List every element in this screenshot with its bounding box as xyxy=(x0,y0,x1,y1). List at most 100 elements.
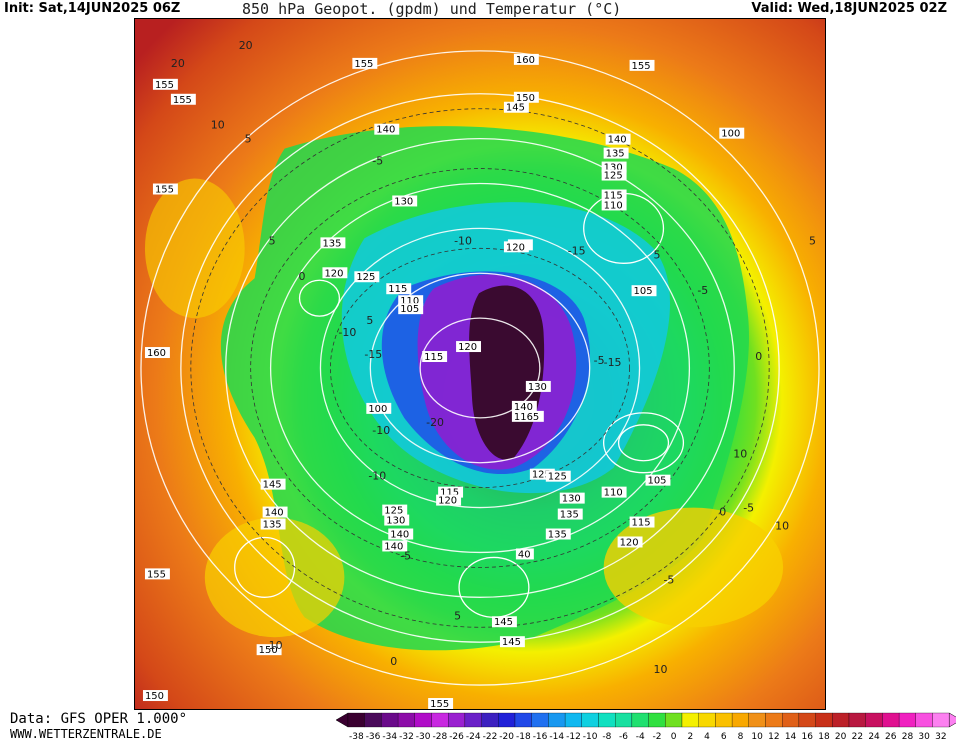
colorbar-swatch xyxy=(414,712,432,728)
colorbar-tick-label: -10 xyxy=(583,732,598,740)
colorbar-swatch xyxy=(631,712,649,728)
colorbar-tick-label: 32 xyxy=(935,732,946,740)
isotherm-label: 5 xyxy=(809,234,816,247)
geopotential-label: 125 xyxy=(382,504,408,517)
warm-patch-sw xyxy=(204,517,345,638)
colorbar-swatch xyxy=(615,712,633,728)
colorbar-tick-label: -16 xyxy=(533,732,548,740)
geopotential-label: 135 xyxy=(545,528,571,540)
svg-text:1165: 1165 xyxy=(514,412,539,423)
colorbar-tick-label: -36 xyxy=(366,732,381,740)
svg-text:130: 130 xyxy=(604,163,623,174)
colorbar-tick-label: 24 xyxy=(868,732,880,740)
svg-text:150: 150 xyxy=(516,93,535,104)
geopotential-label: 145 xyxy=(260,478,286,491)
isotherm-label: -15 xyxy=(604,356,622,369)
colorbar-left-arrow xyxy=(336,712,349,728)
svg-text:135: 135 xyxy=(263,520,282,531)
svg-text:115: 115 xyxy=(388,284,407,295)
geopotential-label: 110 xyxy=(601,199,627,211)
isotherm-label: -10 xyxy=(368,470,386,483)
colorbar-swatch xyxy=(915,712,933,728)
colorbar-tick-label: 22 xyxy=(852,732,863,740)
geopotential-label: 135 xyxy=(320,237,346,249)
isotherm-label: -15 xyxy=(568,244,586,257)
geopotential-label: 150 xyxy=(142,690,168,702)
colorbar-tick-label: -22 xyxy=(483,732,498,740)
colorbar-swatch xyxy=(397,712,415,728)
colorbar-tick-label: -28 xyxy=(432,732,447,740)
geopotential-label: 120 xyxy=(436,494,462,507)
colorbar-swatch xyxy=(681,712,699,728)
geopotential-label: 120 xyxy=(322,267,348,279)
geopotential-label: 155 xyxy=(352,57,378,70)
isotherm-contour xyxy=(330,247,630,489)
website: WWW.WETTERZENTRALE.DE xyxy=(10,727,162,741)
geopotential-label: 115 xyxy=(386,283,412,295)
geopotential-label: 160 xyxy=(144,347,170,359)
isotherm-label: -5 xyxy=(697,284,708,297)
svg-text:110: 110 xyxy=(604,488,623,499)
colorbar-tick-label: -14 xyxy=(549,732,564,740)
isotherm-label: 0 xyxy=(390,655,397,668)
colorbar-swatch xyxy=(364,712,382,728)
colorbar-swatch xyxy=(798,712,816,728)
isotherm-label: 5 xyxy=(269,234,276,247)
geopotential-label: 120 xyxy=(456,341,481,353)
svg-text:40: 40 xyxy=(518,549,531,560)
svg-text:125: 125 xyxy=(604,171,623,182)
svg-text:115: 115 xyxy=(440,488,459,499)
warm-patch-se xyxy=(603,507,784,628)
geopotential-label: 110 xyxy=(601,486,627,499)
svg-text:120: 120 xyxy=(620,537,639,548)
colorbar-swatch xyxy=(548,712,566,728)
isotherm-label: 0 xyxy=(755,350,762,363)
geopotential-label: 130 xyxy=(559,492,585,505)
svg-text:120: 120 xyxy=(438,496,457,507)
colorbar-tick-label: 10 xyxy=(751,732,763,740)
colorbar-swatch xyxy=(448,712,466,728)
colorbar-swatch xyxy=(648,712,666,728)
geopotential-label: 105 xyxy=(631,285,657,297)
colorbar-tick-label: -6 xyxy=(619,732,628,740)
geopotential-label: 115 xyxy=(629,516,655,529)
valid-time: Valid: Wed,18JUN2025 02Z xyxy=(751,1,947,16)
colorbar-swatch xyxy=(381,712,399,728)
geopotential-label: 145 xyxy=(503,101,529,114)
svg-text:125: 125 xyxy=(384,506,403,517)
colorbar-tick-label: 6 xyxy=(721,732,727,740)
colorbar-tick-label: -32 xyxy=(399,732,414,740)
colorbar-tick-label: -12 xyxy=(566,732,581,740)
geopotential-label: 120 xyxy=(503,241,529,253)
geopotential-label: 150 xyxy=(256,644,282,656)
geopotential-contour xyxy=(319,227,641,509)
svg-text:105: 105 xyxy=(400,304,419,315)
geopotential-label: 40 xyxy=(515,548,534,560)
init-time: Init: Sat,14JUN2025 06Z xyxy=(4,1,181,16)
colorbar-swatch xyxy=(765,712,783,728)
svg-text:105: 105 xyxy=(648,476,667,487)
colorbar-tick-label: 20 xyxy=(835,732,847,740)
geopotential-label: 115 xyxy=(422,351,448,363)
svg-text:135: 135 xyxy=(606,149,625,160)
colorbar-tick-label: 4 xyxy=(704,732,710,740)
geopotential-label: 115 xyxy=(601,189,627,201)
geopotential-label: 100 xyxy=(719,127,745,140)
geopotential-label: 125 xyxy=(529,468,555,481)
geopotential-label: 140 xyxy=(388,528,414,540)
colorbar-tick-label: 8 xyxy=(738,732,744,740)
geopotential-label: 120 xyxy=(617,536,643,548)
colorbar-tick-label: 2 xyxy=(687,732,693,740)
isotherm-label: -10 xyxy=(454,234,472,247)
geopotential-label: 110 xyxy=(398,295,424,307)
geopotential-contour xyxy=(225,138,735,598)
warm-patch-w xyxy=(144,178,245,319)
geopotential-label: 155 xyxy=(144,568,170,580)
pressure-cell-contour xyxy=(234,536,296,598)
geopotential-contour xyxy=(180,93,780,643)
colorbar-tick-label: 30 xyxy=(918,732,930,740)
geopotential-contour xyxy=(269,182,691,554)
colorbar-tick-label: 16 xyxy=(802,732,814,740)
isotherm-label: 0 xyxy=(719,506,726,519)
isotherm-label: 5 xyxy=(653,248,660,261)
